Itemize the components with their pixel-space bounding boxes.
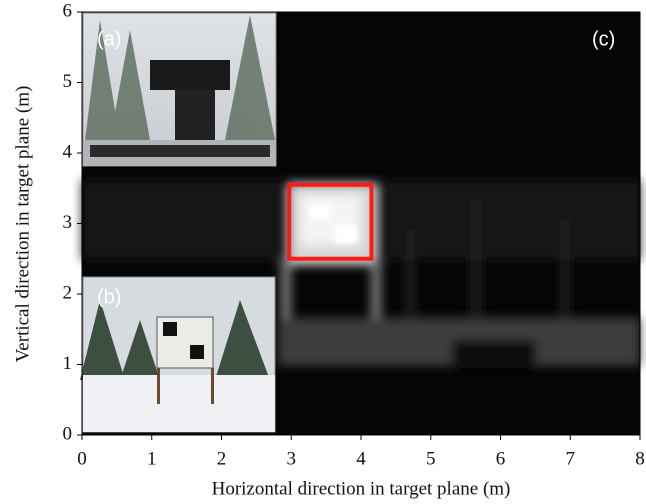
y-tick-label: 4 (63, 141, 73, 162)
x-axis-label: Horizontal direction in target plane (m) (212, 478, 511, 499)
x-tick-label: 1 (147, 448, 157, 469)
x-tick-label: 3 (287, 448, 297, 469)
panel-label: (c) (592, 28, 615, 50)
x-tick-label: 2 (217, 448, 227, 469)
y-tick-label: 2 (63, 282, 73, 303)
x-tick-label: 5 (426, 448, 436, 469)
panel-label: (a) (97, 28, 121, 50)
y-tick-label: 6 (63, 0, 73, 21)
figure: (a) (b) (c) Horizontal direction in targ… (0, 0, 646, 504)
y-tick-label: 0 (63, 423, 73, 444)
x-tick-label: 8 (635, 448, 645, 469)
y-tick-label: 5 (63, 71, 73, 92)
y-tick-label: 1 (63, 353, 73, 374)
x-tick-label: 4 (356, 448, 366, 469)
y-axis-label: Vertical direction in target plane (m) (12, 86, 33, 363)
y-tick-label: 3 (63, 212, 73, 233)
x-tick-label: 6 (496, 448, 506, 469)
x-tick-label: 7 (566, 448, 576, 469)
panel-label: (b) (97, 286, 121, 308)
x-tick-label: 0 (77, 448, 87, 469)
